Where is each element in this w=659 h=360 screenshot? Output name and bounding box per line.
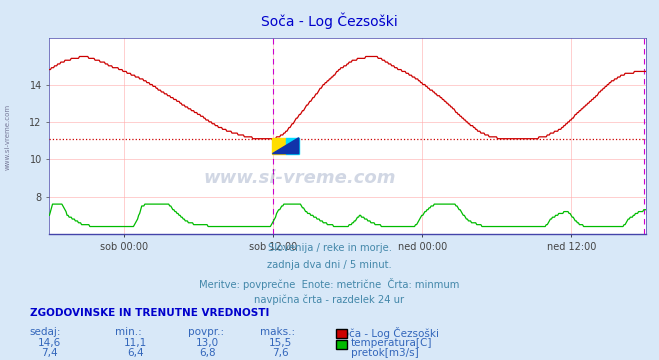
Bar: [272, 138, 285, 154]
Text: min.:: min.:: [115, 327, 142, 337]
Text: www.si-vreme.com: www.si-vreme.com: [5, 104, 11, 170]
Text: ZGODOVINSKE IN TRENUTNE VREDNOSTI: ZGODOVINSKE IN TRENUTNE VREDNOSTI: [30, 308, 269, 318]
Text: pretok[m3/s]: pretok[m3/s]: [351, 348, 418, 359]
Bar: [285, 138, 299, 154]
Text: 15,5: 15,5: [268, 338, 292, 348]
Text: temperatura[C]: temperatura[C]: [351, 338, 432, 348]
Text: Soča - Log Čezsoški: Soča - Log Čezsoški: [261, 13, 398, 29]
Text: maks.:: maks.:: [260, 327, 295, 337]
Text: www.si-vreme.com: www.si-vreme.com: [204, 169, 396, 187]
Text: Meritve: povprečne  Enote: metrične  Črta: minmum: Meritve: povprečne Enote: metrične Črta:…: [199, 278, 460, 289]
Text: 11,1: 11,1: [123, 338, 147, 348]
Text: 6,8: 6,8: [199, 348, 216, 359]
Text: Soča - Log Čezsoški: Soča - Log Čezsoški: [336, 327, 439, 339]
Text: 7,4: 7,4: [41, 348, 58, 359]
Text: navpična črta - razdelek 24 ur: navpična črta - razdelek 24 ur: [254, 295, 405, 305]
Text: 6,4: 6,4: [127, 348, 144, 359]
Text: sedaj:: sedaj:: [30, 327, 61, 337]
Text: 7,6: 7,6: [272, 348, 289, 359]
Text: 14,6: 14,6: [38, 338, 61, 348]
Polygon shape: [272, 138, 299, 154]
Text: povpr.:: povpr.:: [188, 327, 224, 337]
Text: zadnja dva dni / 5 minut.: zadnja dva dni / 5 minut.: [267, 260, 392, 270]
Text: 13,0: 13,0: [196, 338, 219, 348]
Text: Slovenija / reke in morje.: Slovenija / reke in morje.: [268, 243, 391, 253]
